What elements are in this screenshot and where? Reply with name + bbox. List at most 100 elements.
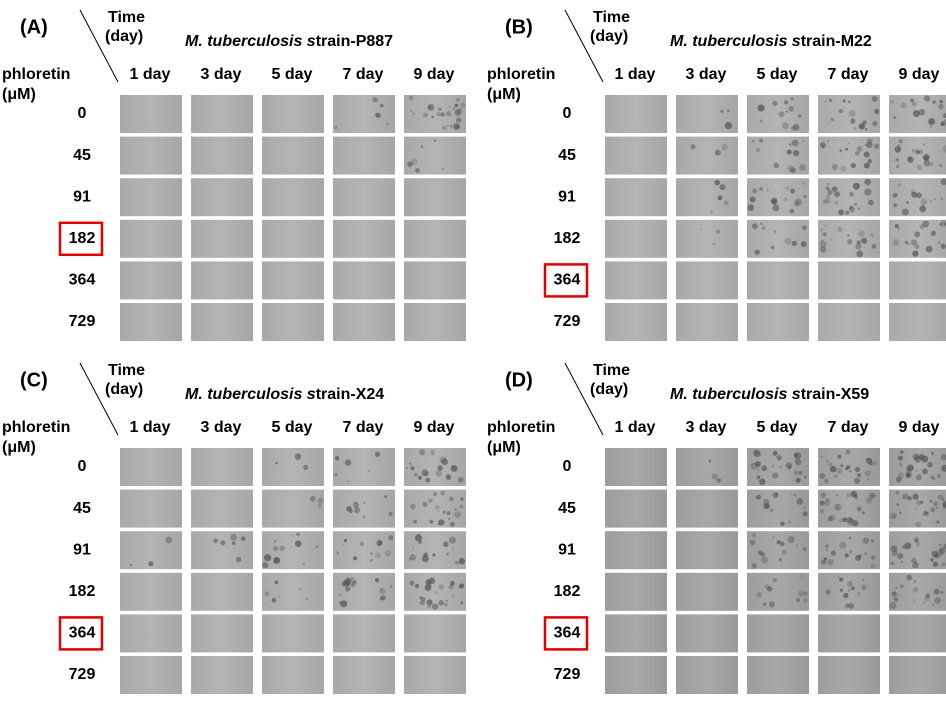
colony-spot [874, 144, 879, 149]
colony-spot [278, 596, 280, 598]
culture-image [120, 261, 182, 299]
colony-spot [345, 459, 351, 465]
colony-spot [872, 121, 877, 126]
colony-spot [349, 509, 353, 513]
colony-spot [363, 502, 365, 504]
colony-spot [901, 103, 907, 109]
colony-spot [425, 477, 430, 482]
colony-spot [874, 109, 879, 114]
row-label: 182 [69, 583, 96, 600]
colony-spot [340, 600, 347, 607]
colony-spot [274, 557, 280, 563]
colony-spot [363, 516, 365, 518]
colony-spot [929, 500, 932, 503]
colony-spot [870, 563, 875, 568]
colony-spot [896, 503, 899, 506]
colony-spot [296, 532, 300, 536]
culture-image [605, 448, 667, 486]
colony-spot [926, 246, 933, 253]
colony-spot [718, 195, 723, 200]
colony-spot [415, 584, 419, 588]
colony-spot [940, 198, 942, 200]
colony-spot [791, 493, 793, 495]
colony-spot [426, 579, 432, 585]
colony-spot [907, 157, 913, 163]
culture-image [191, 303, 253, 341]
culture-image [605, 531, 667, 569]
colony-spot [790, 97, 793, 100]
colony-spot [429, 520, 433, 524]
culture-image [818, 614, 880, 652]
colony-spot [432, 603, 439, 610]
colony-spot [758, 104, 765, 111]
panel: (A)Time(day)phloretin(μM)M. tuberculosis… [2, 9, 466, 341]
colony-spot [437, 465, 442, 470]
colony-spot [453, 123, 460, 130]
colony-spot [862, 511, 865, 514]
colony-spot [913, 587, 918, 592]
colony-spot [916, 474, 922, 480]
colony-spot [376, 540, 382, 546]
colony-spot [446, 111, 451, 116]
colony-spot [454, 508, 456, 510]
colony-spot [919, 150, 923, 154]
colony-spot [857, 183, 860, 186]
colony-spot [914, 244, 919, 249]
colony-spot [443, 542, 449, 548]
colony-spot [423, 553, 428, 558]
colony-spot [772, 200, 774, 202]
colony-spot [827, 140, 829, 142]
colony-spot [927, 462, 933, 468]
colony-spot [274, 580, 278, 584]
culture-image [262, 137, 324, 175]
culture-image [333, 95, 395, 133]
colony-spot [939, 544, 941, 546]
culture-image [191, 614, 253, 652]
row-label: 364 [554, 272, 581, 289]
colony-spot [750, 540, 756, 546]
culture-image [191, 261, 253, 299]
colony-spot [929, 119, 934, 124]
colony-spot [893, 515, 896, 518]
colony-spot [779, 111, 785, 117]
colony-spot [803, 511, 808, 516]
colony-spot [941, 244, 946, 249]
culture-image [120, 573, 182, 611]
colony-spot [893, 116, 896, 119]
column-header: 9 day [899, 419, 940, 436]
colony-spot [788, 106, 794, 112]
culture-image [889, 614, 946, 652]
colony-spot [432, 453, 434, 455]
colony-spot [832, 164, 838, 170]
colony-spot [459, 587, 461, 589]
culture-image [120, 303, 182, 341]
column-header: 9 day [899, 66, 940, 83]
colony-spot [899, 512, 902, 515]
colony-spot [867, 479, 869, 481]
colony-spot [442, 168, 444, 170]
panel-label: (B) [505, 16, 533, 38]
colony-spot [779, 466, 781, 468]
colony-spot [767, 189, 769, 191]
colony-spot [895, 587, 897, 589]
colony-spot [874, 495, 876, 497]
colony-spot [372, 97, 377, 102]
culture-image [333, 178, 395, 216]
conc-label: phloretin [487, 66, 555, 83]
colony-spot [755, 461, 761, 467]
colony-spot [827, 559, 833, 565]
colony-spot [759, 596, 761, 598]
culture-image [676, 303, 738, 341]
colony-spot [419, 449, 425, 455]
colony-spot [906, 201, 909, 204]
colony-spot [691, 144, 696, 149]
culture-image [262, 490, 324, 528]
colony-spot [855, 467, 860, 472]
colony-spot [370, 559, 372, 561]
colony-spot [439, 600, 444, 605]
panel: (C)Time(day)phloretin(μM)M. tuberculosis… [2, 362, 466, 694]
culture-image [605, 303, 667, 341]
colony-spot [936, 507, 938, 509]
colony-spot [856, 250, 863, 257]
colony-spot [388, 535, 393, 540]
